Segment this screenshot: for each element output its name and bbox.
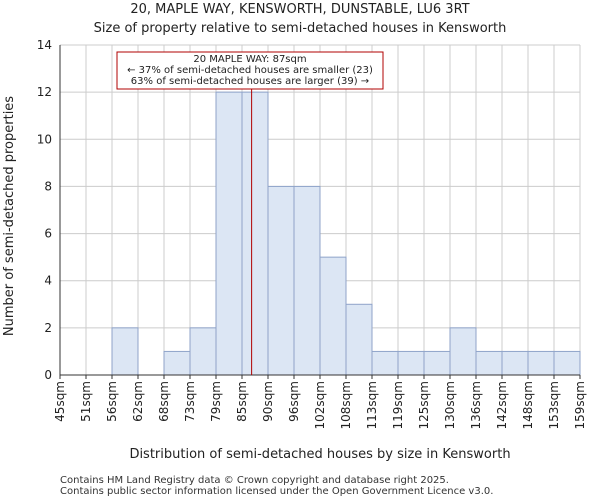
- histogram-bar: [449, 327, 477, 376]
- footer-line-1: Contains HM Land Registry data © Crown c…: [60, 475, 449, 486]
- y-tick-label: 8: [44, 179, 52, 193]
- x-tick-label: 90sqm: [261, 381, 275, 422]
- annotation-box: 20 MAPLE WAY: 87sqm ← 37% of semi-detach…: [116, 51, 384, 90]
- histogram-bar: [527, 350, 555, 376]
- x-tick-label: 119sqm: [391, 381, 405, 429]
- x-tick-label: 159sqm: [573, 381, 587, 429]
- footer-line-2: Contains public sector information licen…: [60, 486, 493, 497]
- x-tick-label: 85sqm: [235, 381, 249, 422]
- y-tick-label: 2: [44, 321, 52, 335]
- annotation-line-1: 20 MAPLE WAY: 87sqm: [193, 54, 306, 65]
- histogram-bar: [371, 350, 399, 376]
- x-tick-label: 148sqm: [521, 381, 535, 429]
- x-tick-label: 62sqm: [131, 381, 145, 422]
- x-axis-label: Distribution of semi-detached houses by …: [129, 447, 510, 462]
- histogram-bar: [553, 350, 581, 376]
- y-tick-label: 10: [37, 132, 52, 146]
- y-tick-label: 0: [44, 368, 52, 382]
- histogram-bar: [189, 327, 217, 376]
- x-tick-label: 136sqm: [469, 381, 483, 429]
- x-tick-label: 79sqm: [209, 381, 223, 422]
- y-tick-label: 6: [44, 227, 52, 241]
- x-tick-label: 125sqm: [417, 381, 431, 429]
- histogram-bar: [293, 185, 321, 376]
- y-axis-label: Number of semi-detached properties: [2, 96, 17, 336]
- x-tick-label: 51sqm: [79, 381, 93, 422]
- x-tick-label: 142sqm: [495, 381, 509, 429]
- x-tick-label: 45sqm: [53, 381, 67, 422]
- histogram-bar: [241, 91, 269, 376]
- histogram-bar: [345, 303, 373, 376]
- x-tick-label: 68sqm: [157, 381, 171, 422]
- histogram-bar: [215, 91, 243, 376]
- x-tick-label: 153sqm: [547, 381, 561, 429]
- x-tick-label: 108sqm: [339, 381, 353, 429]
- histogram-bar: [397, 350, 425, 376]
- x-tick-label: 130sqm: [443, 381, 457, 429]
- y-tick-label: 4: [44, 274, 52, 288]
- histogram-bar: [423, 350, 451, 376]
- histogram-bar: [475, 350, 503, 376]
- histogram-bar: [501, 350, 529, 376]
- x-tick-label: 113sqm: [365, 381, 379, 429]
- annotation-line-3: 63% of semi-detached houses are larger (…: [131, 76, 369, 87]
- chart-title: 20, MAPLE WAY, KENSWORTH, DUNSTABLE, LU6…: [130, 2, 469, 17]
- histogram-bar: [111, 327, 139, 376]
- annotation-line-2: ← 37% of semi-detached houses are smalle…: [127, 65, 373, 76]
- x-tick-label: 56sqm: [105, 381, 119, 422]
- histogram-bar: [267, 185, 295, 376]
- histogram-bar: [163, 350, 191, 376]
- x-tick-label: 102sqm: [313, 381, 327, 429]
- bars-layer: [111, 91, 581, 376]
- y-tick-label: 12: [37, 85, 52, 99]
- y-tick-label: 14: [37, 38, 52, 52]
- x-tick-label: 73sqm: [183, 381, 197, 422]
- ticks-layer: 0 2 4 6 8 10 12 14 45sqm 51sqm 56sqm 62sqm 68sqm 73sq…: [37, 38, 587, 429]
- histogram-bar: [319, 256, 347, 376]
- annotation-border: [116, 51, 384, 90]
- chart-subtitle: Size of property relative to semi-detach…: [94, 21, 507, 36]
- x-tick-label: 96sqm: [287, 381, 301, 422]
